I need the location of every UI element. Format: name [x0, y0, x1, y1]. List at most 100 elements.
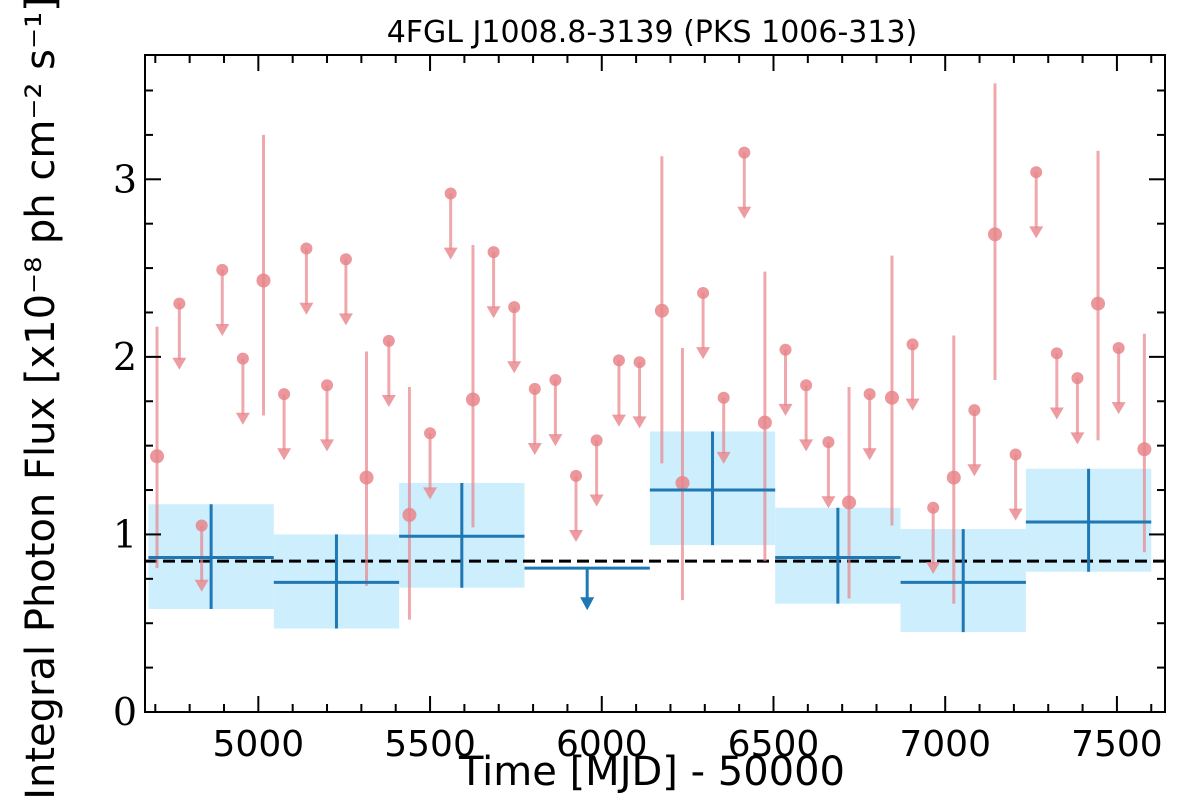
- short-bin-limit-head: [486, 306, 501, 319]
- short-bin-limit-head: [967, 464, 982, 477]
- short-bin-point: [946, 470, 961, 485]
- short-bin-point: [757, 415, 772, 430]
- short-bin-point: [884, 390, 899, 405]
- short-bin-limit-point: [800, 379, 813, 392]
- short-bin-limit-head: [716, 451, 731, 464]
- short-bin-point: [465, 392, 480, 407]
- short-bin-limit-point: [300, 242, 313, 255]
- y-tick-label: 0: [113, 690, 137, 734]
- short-bin-limit-head: [381, 395, 396, 408]
- short-bin-limit-head: [1111, 402, 1126, 415]
- short-bin-limit-point: [339, 253, 352, 266]
- y-tick-label: 2: [113, 335, 137, 379]
- short-bin-limit-point: [906, 338, 919, 351]
- short-bin-point: [256, 273, 271, 288]
- long-bin-limit-head: [580, 597, 595, 611]
- short-bin-limit-head: [632, 416, 647, 429]
- short-bin-point: [402, 507, 417, 522]
- short-bin-limit-point: [590, 434, 603, 447]
- short-bin-limit-point: [697, 286, 710, 299]
- short-bin-limit-head: [1008, 508, 1023, 521]
- x-tick-label: 5500: [384, 724, 476, 765]
- short-bin-limit-point: [570, 469, 583, 482]
- short-bin-limit-head: [338, 313, 353, 326]
- short-bin-limit-head: [926, 561, 941, 574]
- short-bin-limit-point: [717, 391, 730, 404]
- x-tick-label: 7000: [899, 724, 991, 765]
- short-bin-limit-head: [737, 206, 752, 219]
- short-bin-limit-point: [444, 187, 457, 200]
- short-bin-limit-point: [487, 246, 500, 259]
- short-bin-limit-point: [863, 388, 876, 401]
- short-bin-point: [675, 475, 690, 490]
- short-bin-limit-head: [1029, 226, 1044, 239]
- short-bin-limit-head: [548, 434, 563, 447]
- short-bin-limit-point: [1030, 166, 1043, 179]
- short-bin-limit-head: [172, 357, 187, 370]
- y-axis-label: Integral Photon Flux [x10⁻⁸ ph cm⁻² s⁻¹]: [18, 0, 64, 800]
- short-bin-limit-head: [905, 398, 920, 411]
- y-tick-label: 3: [113, 157, 137, 201]
- long-bin-series: [148, 431, 1152, 633]
- short-bin-limit-head: [1070, 432, 1085, 445]
- short-bin-limit-head: [527, 442, 542, 455]
- plot-frame: [144, 54, 1166, 713]
- short-bin-limit-point: [278, 388, 291, 401]
- short-bin-point: [150, 449, 165, 464]
- short-bin-limit-point: [321, 379, 334, 392]
- short-bin-limit-point: [738, 146, 751, 159]
- short-bin-limit-head: [194, 579, 209, 592]
- short-bin-limit-head: [821, 496, 836, 509]
- short-bin-limit-point: [968, 404, 981, 417]
- short-bin-point: [988, 227, 1002, 242]
- short-bin-limit-point: [612, 354, 625, 367]
- short-bin-limit-head: [443, 247, 458, 260]
- x-tick-label: 5000: [213, 724, 305, 765]
- short-bin-limit-head: [423, 487, 438, 500]
- short-bin-limit-point: [822, 436, 835, 449]
- short-bin-limit-point: [216, 263, 229, 276]
- short-bin-limit-head: [320, 439, 335, 452]
- short-bin-limit-point: [508, 301, 521, 314]
- y-tick-label: 1: [113, 512, 137, 556]
- short-bin-limit-head: [507, 361, 522, 374]
- short-bin-limit-point: [195, 519, 208, 532]
- short-bin-limit-head: [799, 439, 814, 452]
- short-bin-point: [654, 303, 669, 318]
- short-bin-limit-point: [1112, 341, 1125, 354]
- short-bin-limit-head: [277, 448, 292, 461]
- x-axis-label: Time [MJD] - 50000: [458, 749, 845, 795]
- short-bin-limit-head: [778, 403, 793, 416]
- short-bin-limit-head: [696, 347, 711, 360]
- short-bin-limit-point: [236, 352, 249, 365]
- short-bin-limit-point: [549, 373, 562, 386]
- short-bin-limit-head: [589, 494, 604, 507]
- short-bin-limit-point: [1071, 372, 1084, 385]
- short-bin-limit-head: [569, 529, 584, 542]
- short-bin-limit-head: [1049, 407, 1064, 420]
- short-bin-limit-head: [299, 302, 314, 315]
- short-bin-point: [1091, 296, 1106, 311]
- short-bin-limit-head: [215, 324, 230, 337]
- short-bin-point: [842, 495, 857, 510]
- short-bin-limit-head: [611, 414, 626, 427]
- x-tick-label: 7500: [1071, 724, 1163, 765]
- short-bin-point: [359, 470, 374, 485]
- x-tick-label: 6500: [728, 724, 820, 765]
- short-bin-limit-point: [528, 382, 541, 395]
- short-bin-series: [150, 83, 1152, 620]
- short-bin-limit-point: [382, 334, 395, 347]
- short-bin-point: [1137, 442, 1152, 457]
- short-bin-limit-point: [779, 343, 792, 356]
- short-bin-limit-head: [862, 448, 877, 461]
- short-bin-limit-point: [173, 297, 186, 310]
- short-bin-limit-point: [633, 356, 646, 369]
- long-bin-bands: [148, 431, 1152, 633]
- chart-title: 4FGL J1008.8-3139 (PKS 1006-313): [387, 15, 918, 50]
- axes: 5000 5500 6000 6500 7000 7500 0 1 2 3: [113, 54, 1166, 765]
- short-bin-limit-point: [927, 501, 940, 514]
- short-bin-limit-point: [424, 427, 437, 440]
- short-bin-limit-point: [1009, 448, 1022, 461]
- x-tick-label: 6000: [556, 724, 648, 765]
